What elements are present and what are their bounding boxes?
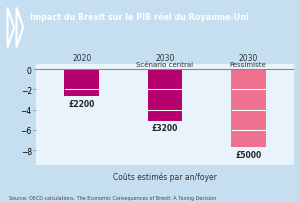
- Text: 2030: 2030: [238, 54, 258, 63]
- Text: Impact du Brexit sur le PIB réel du Royaume-Uni: Impact du Brexit sur le PIB réel du Roya…: [30, 12, 249, 22]
- Text: £3200: £3200: [152, 124, 178, 133]
- Text: Coûts estimés par an/foyer: Coûts estimés par an/foyer: [113, 171, 217, 181]
- Text: Source: OECD calculations. The Economic Consequences of Brexit: A Taxing Decisio: Source: OECD calculations. The Economic …: [9, 195, 216, 200]
- Bar: [64, 70, 99, 97]
- Bar: [231, 70, 266, 147]
- Bar: [148, 70, 182, 121]
- Text: £5000: £5000: [235, 150, 261, 159]
- Text: £2200: £2200: [69, 100, 95, 108]
- Text: Variation en % du PIB réel au Royaume-Uni comparé à son maintien dans l'UE: Variation en % du PIB réel au Royaume-Un…: [30, 39, 264, 45]
- Text: Scénario central: Scénario central: [136, 61, 194, 67]
- Text: Pessimiste: Pessimiste: [230, 61, 267, 67]
- Text: 2020: 2020: [72, 54, 92, 63]
- Text: 2030: 2030: [155, 54, 175, 63]
